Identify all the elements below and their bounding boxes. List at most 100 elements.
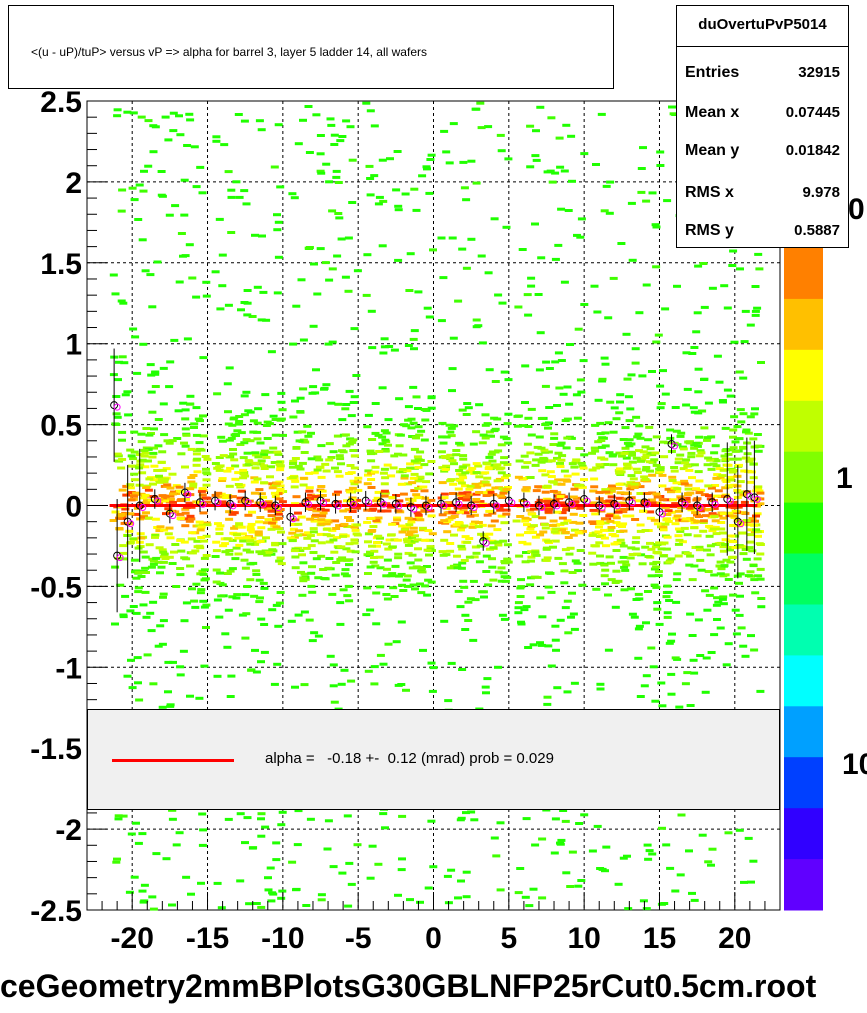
heatmap-cell	[292, 304, 301, 308]
heatmap-cell	[268, 548, 277, 552]
heatmap-cell	[572, 393, 581, 397]
heatmap-cell	[672, 516, 681, 520]
heatmap-cell	[400, 474, 409, 478]
heatmap-cell	[694, 367, 703, 371]
heatmap-cell	[695, 454, 704, 458]
heatmap-cell	[502, 512, 511, 516]
heatmap-cell	[521, 560, 530, 564]
heatmap-cell	[690, 463, 699, 467]
profile-point-secondary	[508, 499, 516, 507]
heatmap-cell	[460, 559, 469, 562]
heatmap-cell	[532, 158, 541, 162]
heatmap-cell	[251, 453, 260, 457]
heatmap-cell	[632, 536, 641, 540]
heatmap-cell	[306, 517, 315, 521]
heatmap-cell	[401, 192, 410, 196]
heatmap-cell	[496, 821, 505, 825]
heatmap-cell	[226, 466, 235, 470]
heatmap-cell	[292, 446, 301, 450]
heatmap-cell	[142, 571, 150, 574]
heatmap-cell	[478, 482, 487, 486]
heatmap-cell	[717, 521, 726, 524]
heatmap-cell	[743, 452, 752, 456]
heatmap-cell	[251, 233, 259, 237]
heatmap-cell	[568, 850, 577, 854]
heatmap-cell	[159, 595, 167, 599]
heatmap-cell	[462, 870, 471, 874]
heatmap-cell	[317, 554, 326, 558]
heatmap-cell	[553, 686, 562, 690]
heatmap-cell	[192, 463, 201, 467]
heatmap-cell	[262, 424, 271, 427]
heatmap-cell	[478, 441, 487, 445]
heatmap-cell	[481, 685, 490, 689]
heatmap-cell	[260, 586, 269, 590]
heatmap-cell	[398, 583, 406, 587]
heatmap-cell	[568, 179, 576, 183]
heatmap-cell	[562, 871, 571, 875]
heatmap-cell	[443, 511, 452, 515]
profile-point-secondary	[711, 500, 719, 508]
heatmap-cell	[366, 565, 375, 569]
heatmap-cell	[571, 559, 580, 563]
heatmap-cell	[141, 451, 150, 455]
heatmap-cell	[374, 202, 383, 206]
heatmap-cell	[596, 421, 605, 425]
heatmap-cell	[289, 459, 298, 463]
profile-point-secondary	[598, 504, 606, 511]
heatmap-cell	[597, 456, 606, 460]
heatmap-cell	[726, 548, 734, 552]
heatmap-cell	[731, 546, 740, 550]
heatmap-cell	[271, 418, 280, 421]
heatmap-cell	[644, 590, 652, 593]
heatmap-cell	[289, 527, 298, 531]
heatmap-cell	[272, 841, 281, 845]
heatmap-cell	[337, 237, 346, 241]
heatmap-cell	[713, 473, 722, 477]
heatmap-cell	[172, 484, 181, 488]
heatmap-cell	[440, 496, 449, 500]
heatmap-cell	[235, 420, 244, 423]
heatmap-cell	[187, 892, 195, 896]
heatmap-cell	[608, 484, 616, 488]
heatmap-cell	[308, 590, 317, 594]
heatmap-cell	[531, 535, 540, 539]
heatmap-cell	[348, 510, 357, 513]
heatmap-cell	[626, 507, 634, 511]
heatmap-cell	[733, 488, 742, 492]
heatmap-cell	[257, 459, 266, 463]
heatmap-cell	[518, 540, 527, 544]
heatmap-cell	[327, 456, 336, 459]
heatmap-cell	[676, 529, 685, 533]
heatmap-cell	[397, 683, 406, 686]
heatmap-cell	[666, 436, 675, 440]
heatmap-cell	[464, 406, 473, 410]
heatmap-cell	[486, 490, 495, 494]
heatmap-cell	[321, 508, 330, 512]
heatmap-cell	[668, 105, 676, 109]
heatmap-cell	[485, 532, 494, 536]
heatmap-cell	[719, 468, 728, 472]
heatmap-cell	[563, 599, 572, 603]
heatmap-cell	[228, 595, 237, 599]
heatmap-cell	[494, 540, 503, 544]
heatmap-cell	[674, 509, 683, 513]
heatmap-cell	[457, 481, 466, 485]
heatmap-cell	[483, 462, 492, 466]
heatmap-cell	[225, 366, 234, 370]
heatmap-cell	[199, 599, 208, 603]
heatmap-cell	[676, 434, 685, 438]
heatmap-cell	[490, 416, 499, 420]
heatmap-cell	[716, 572, 725, 576]
heatmap-cell	[427, 498, 436, 502]
heatmap-cell	[264, 518, 273, 522]
y-tick-label: 2	[65, 167, 82, 200]
heatmap-cell	[237, 489, 246, 493]
heatmap-cell	[149, 600, 158, 604]
heatmap-cell	[459, 160, 468, 164]
heatmap-cell	[394, 509, 403, 513]
heatmap-cell	[522, 817, 531, 821]
heatmap-cell	[203, 472, 212, 476]
profile-point-secondary	[746, 492, 754, 500]
profile-point-secondary	[395, 502, 403, 510]
